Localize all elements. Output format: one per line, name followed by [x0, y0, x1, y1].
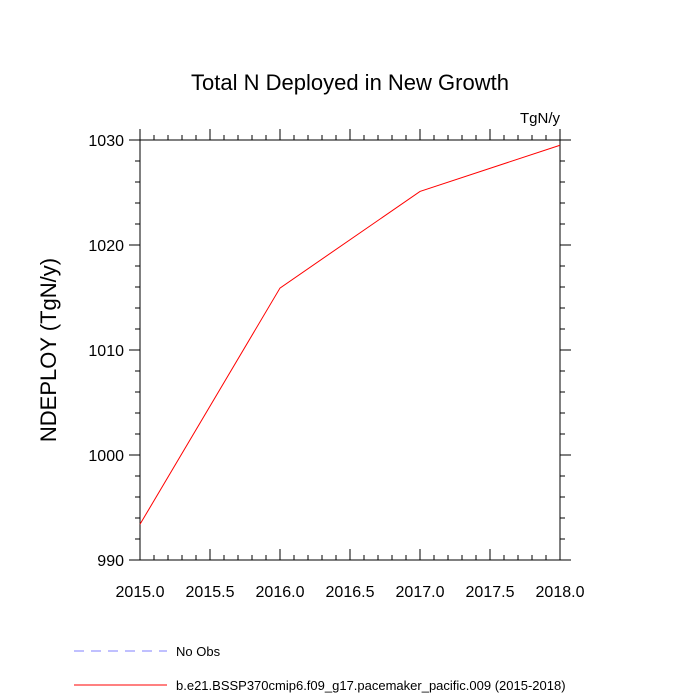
- x-tick-label: 2015.0: [116, 584, 165, 601]
- series-group: [139, 144, 561, 525]
- x-tick-label: 2016.0: [256, 584, 305, 601]
- y-ticks: 990 1000 1010 1020 1030: [88, 133, 571, 570]
- units-label: TgN/y: [520, 110, 561, 127]
- series-line: [139, 144, 561, 525]
- plot-frame: [139, 139, 561, 561]
- y-tick-label: 1010: [88, 343, 124, 360]
- x-tick-label: 2017.5: [466, 584, 515, 601]
- x-tick-label: 2016.5: [326, 584, 375, 601]
- legend-label: b.e21.BSSP370cmip6.f09_g17.pacemaker_pac…: [176, 678, 566, 693]
- x-tick-label: 2017.0: [396, 584, 445, 601]
- x-tick-label: 2015.5: [186, 584, 235, 601]
- y-tick-label: 1020: [88, 238, 124, 255]
- y-tick-label: 990: [97, 553, 124, 570]
- x-ticks: 2015.0 2015.5 2016.0 2016.5 2017.0 2017.5 2018…: [116, 129, 585, 601]
- y-tick-label: 1000: [88, 448, 124, 465]
- legend-label: No Obs: [176, 644, 221, 659]
- x-tick-label: 2018.0: [536, 584, 585, 601]
- legend: No Obs b.e21.BSSP370cmip6.f09_g17.pacemak…: [74, 644, 566, 693]
- chart-title: Total N Deployed in New Growth: [191, 70, 509, 95]
- y-tick-label: 1030: [88, 133, 124, 150]
- y-axis-label: NDEPLOY (TgN/y): [36, 258, 61, 442]
